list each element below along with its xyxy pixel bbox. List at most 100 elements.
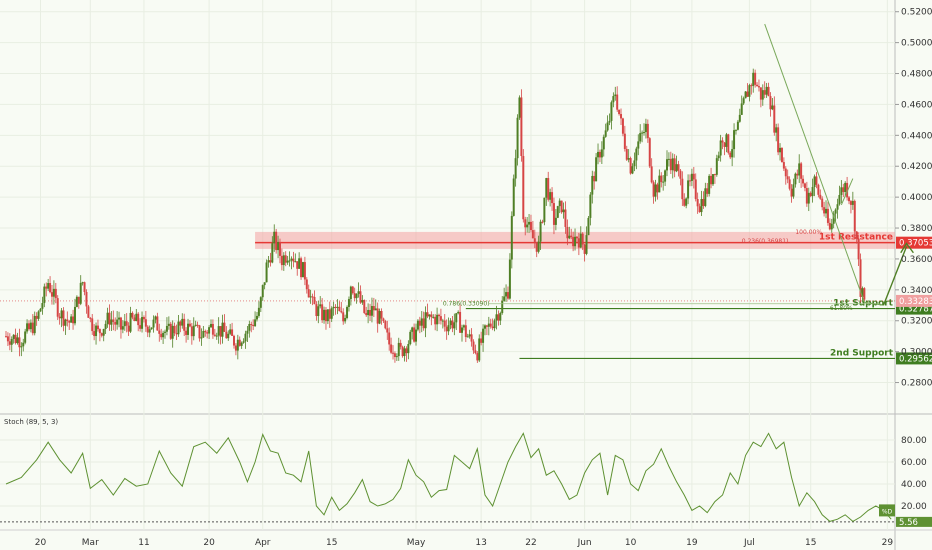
candle-body — [409, 331, 412, 345]
candle-body — [855, 231, 858, 239]
candle-body — [669, 158, 672, 171]
candle-body — [217, 326, 220, 336]
candle-body — [687, 180, 690, 199]
candle-body — [152, 319, 155, 328]
candle-body — [853, 200, 856, 232]
candle-body — [175, 333, 178, 335]
candle-body — [148, 329, 151, 333]
candle-body — [179, 321, 182, 326]
candle-body — [49, 283, 52, 293]
candle-body — [558, 200, 561, 207]
candle-body — [372, 306, 375, 311]
candle-body — [681, 178, 684, 200]
candle-body — [447, 325, 450, 332]
candle-body — [85, 291, 88, 307]
candle-body — [784, 168, 787, 177]
candle-body — [196, 324, 199, 326]
candle-body — [395, 356, 398, 358]
candle-body — [560, 200, 563, 213]
candle-body — [786, 176, 789, 180]
candle-body — [102, 329, 105, 336]
candle-body — [857, 238, 860, 260]
support2-price-text: 0.29562 — [899, 354, 932, 364]
candle-body — [142, 317, 145, 320]
annotations-layer: 100.00% 0.236(0.36981) 0.786(0.33090) 61.80… — [443, 23, 914, 312]
candle-body — [524, 219, 527, 228]
candle-body — [14, 334, 17, 344]
candle-body — [22, 342, 25, 347]
candle-body — [551, 192, 554, 204]
candle-body — [139, 325, 142, 329]
candle-body — [114, 322, 117, 325]
candle-body — [165, 325, 168, 332]
candle-body — [439, 316, 442, 321]
candle-body — [415, 329, 418, 342]
candle-body — [602, 136, 605, 150]
candle-body — [826, 208, 829, 223]
candle-body — [403, 348, 406, 357]
candle-body — [194, 324, 197, 326]
candle-body — [537, 241, 540, 252]
candle-body — [572, 237, 575, 247]
price-axis-background — [895, 0, 932, 550]
candle-body — [526, 224, 529, 228]
time-tick-label: 29 — [882, 538, 894, 548]
candle-body — [606, 122, 609, 131]
candle-body — [666, 159, 669, 171]
candle-body — [127, 325, 130, 332]
candle-body — [422, 318, 425, 329]
candle-body — [549, 192, 552, 200]
candle-body — [721, 140, 724, 143]
candle-body — [332, 306, 335, 309]
fib-100-label: 100.00% — [795, 229, 822, 236]
candle-body — [121, 326, 124, 330]
candle-body — [70, 316, 73, 323]
candle-body — [441, 320, 444, 322]
candle-body — [510, 215, 513, 260]
candle-body — [292, 258, 295, 262]
candle-body — [823, 207, 826, 214]
candle-body — [800, 163, 803, 179]
candle-body — [641, 132, 644, 134]
candle-body — [367, 309, 370, 316]
candle-body — [679, 170, 682, 179]
time-tick-label: Jul — [743, 538, 755, 548]
candle-body — [476, 353, 479, 361]
candle-body — [574, 236, 577, 247]
candle-body — [386, 328, 389, 333]
grid-layer — [0, 0, 895, 530]
candle-body — [250, 323, 253, 326]
candle-body — [677, 164, 680, 171]
candle-body — [267, 260, 270, 263]
candle-body — [211, 323, 214, 335]
candle-body — [451, 320, 454, 329]
support1-price-text: 0.32787 — [899, 305, 932, 315]
candle-body — [426, 312, 429, 317]
candle-body — [141, 317, 144, 329]
candle-body — [639, 133, 642, 142]
candle-body — [263, 282, 266, 286]
candle-body — [635, 148, 638, 161]
candle-body — [838, 194, 841, 205]
candle-body — [242, 341, 245, 343]
candle-body — [727, 134, 730, 153]
candle-body — [351, 286, 354, 294]
candle-body — [382, 318, 385, 322]
candle-body — [301, 262, 304, 278]
candle-body — [464, 325, 467, 338]
stoch-tick-label: 80.00 — [901, 436, 927, 446]
candle-body — [91, 318, 94, 332]
candle-body — [369, 309, 372, 316]
candle-body — [116, 319, 119, 325]
candle-body — [704, 188, 707, 206]
support2-price-tag — [896, 352, 932, 365]
candle-body — [708, 175, 711, 194]
candle-body — [552, 203, 555, 225]
candle-body — [840, 187, 843, 195]
candle-body — [286, 260, 289, 263]
candle-body — [183, 318, 186, 331]
candle-body — [754, 72, 757, 85]
candle-body — [556, 206, 559, 218]
